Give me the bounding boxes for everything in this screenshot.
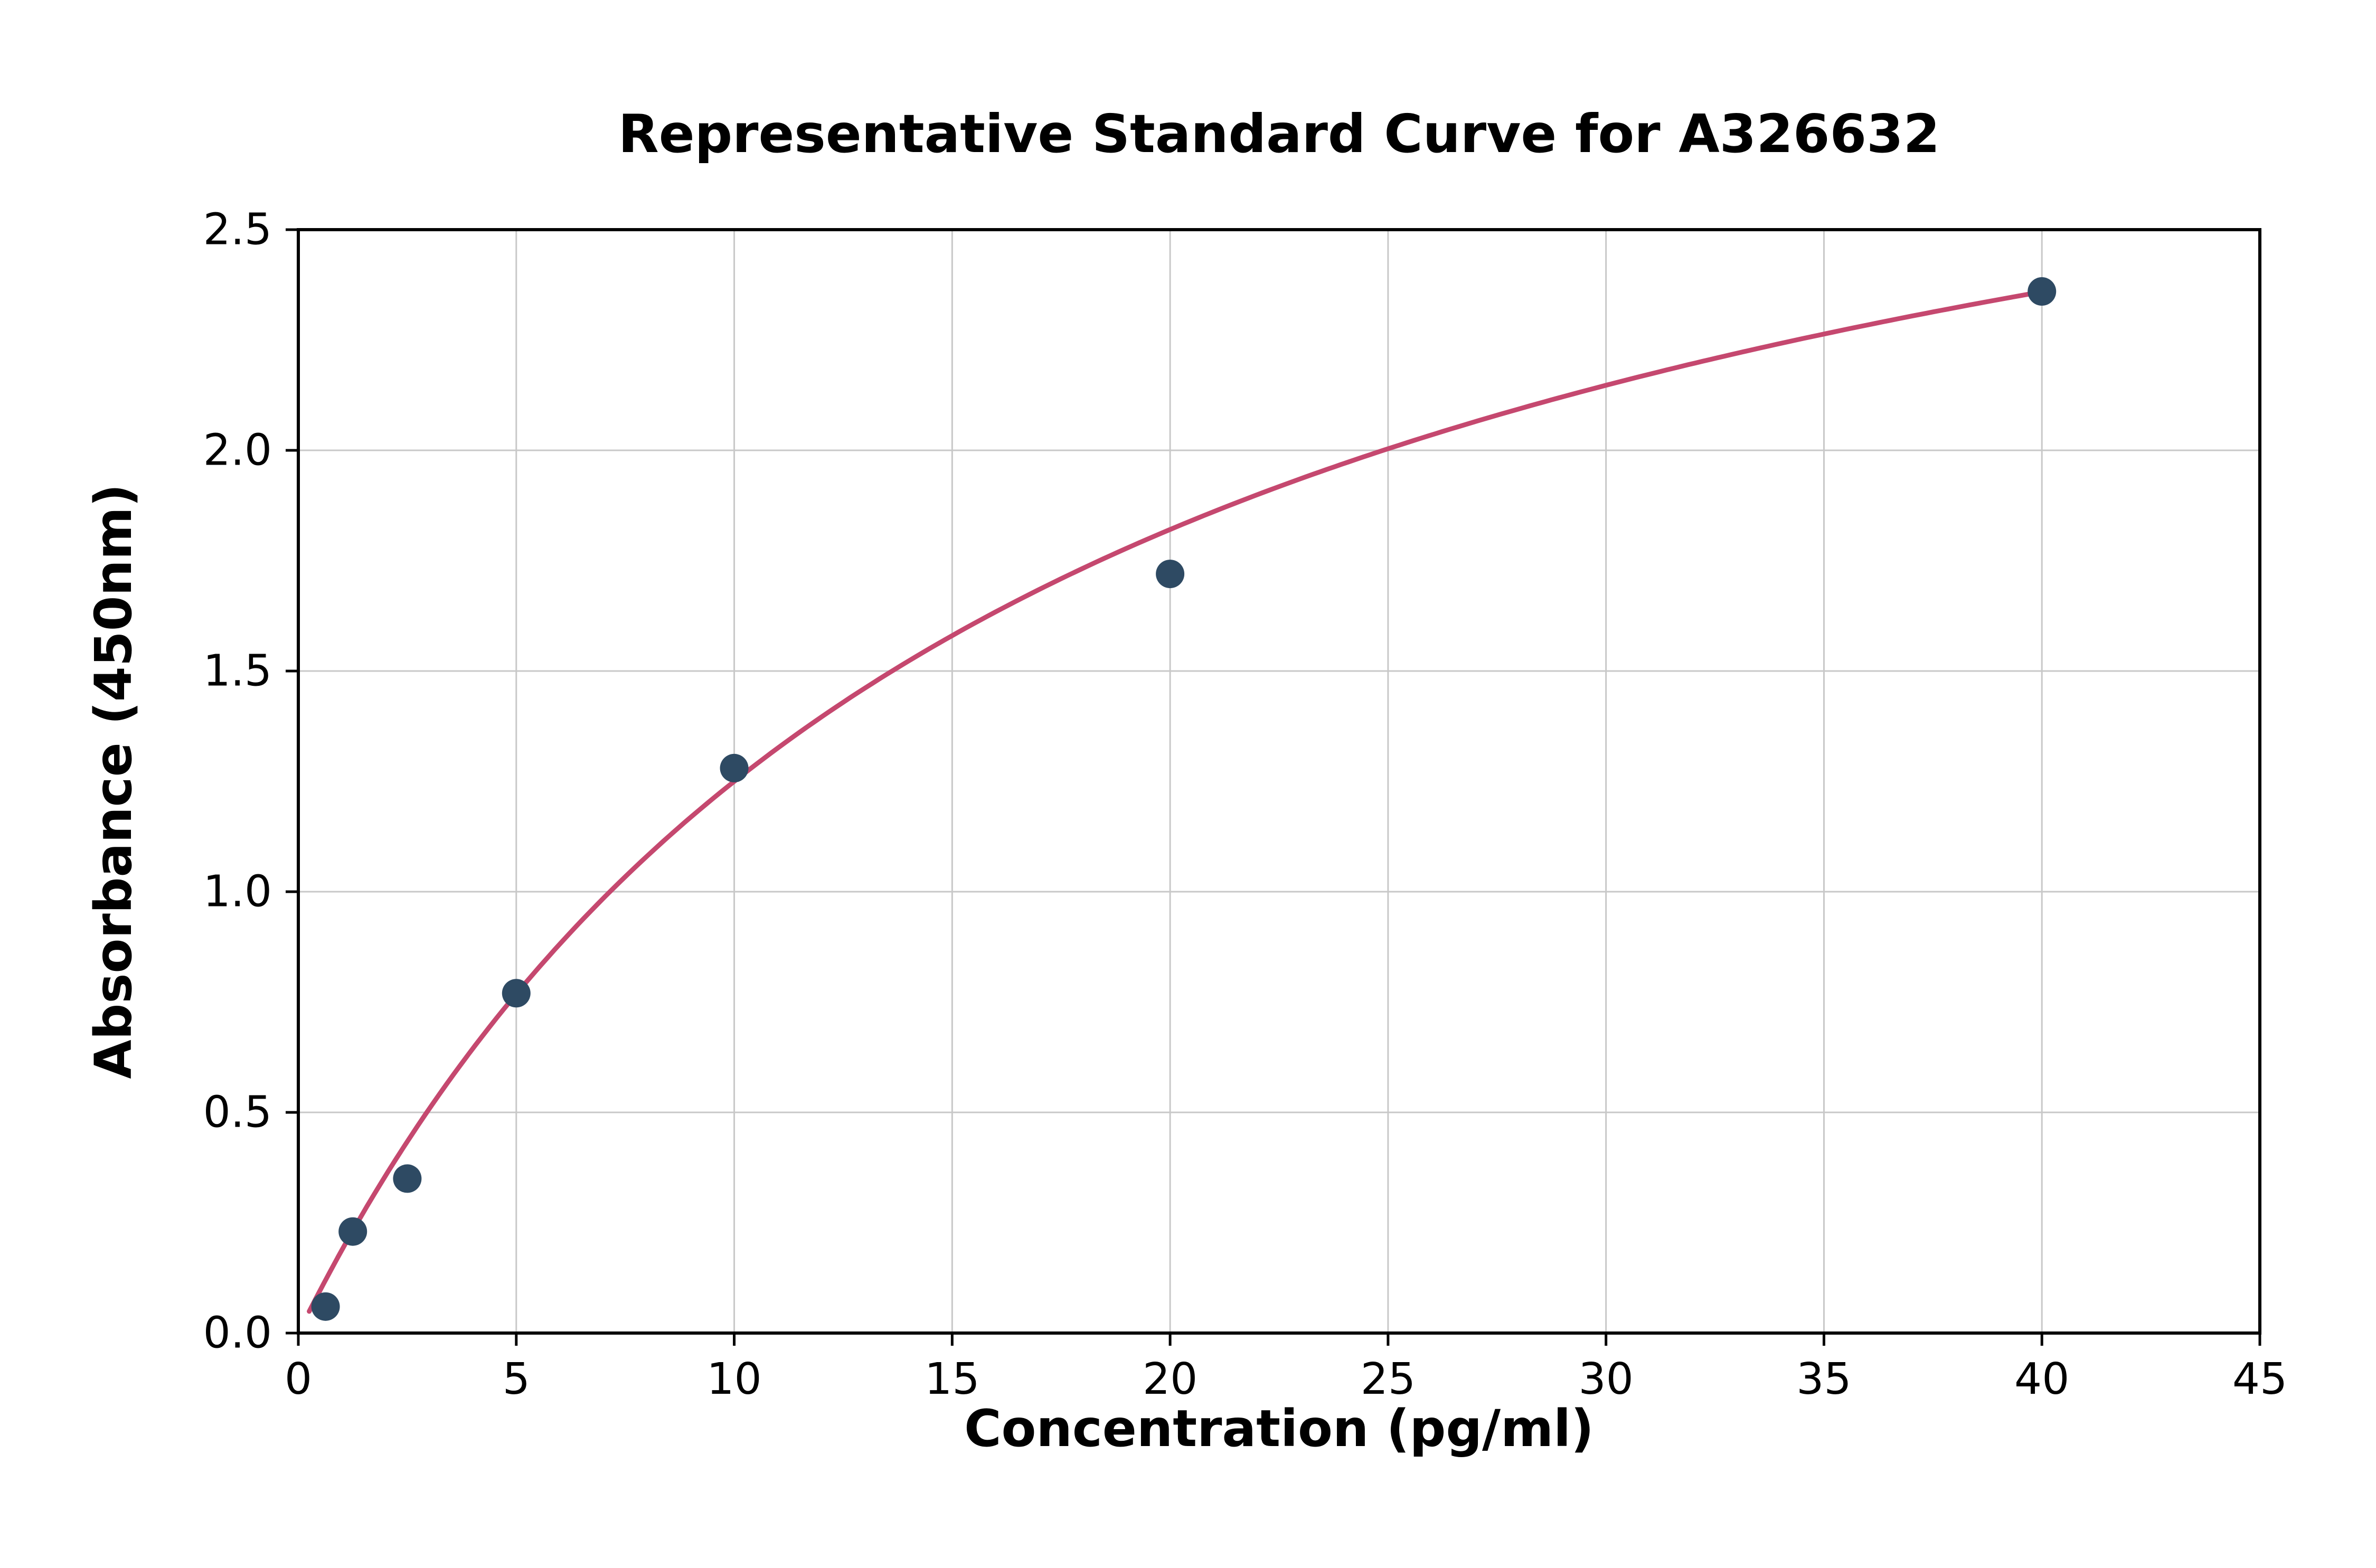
data-point [1156,560,1185,589]
x-tick-label: 40 [2014,1354,2069,1404]
x-tick-label: 10 [706,1354,761,1404]
fitted-curve [307,289,2044,1314]
plot-border [297,228,2261,1335]
data-point [720,753,749,782]
y-tick-label: 0.5 [203,1088,272,1138]
x-tick-label: 25 [1361,1354,1416,1404]
x-tick-label: 35 [1796,1354,1851,1404]
x-tick-label: 5 [503,1354,530,1404]
data-point [502,979,531,1008]
data-point [393,1164,422,1193]
y-tick-label: 1.5 [203,646,272,696]
x-axis-label: Concentration (pg/ml) [964,1399,1594,1458]
y-tick-label: 0.0 [203,1308,272,1358]
axis-tick-marks [286,228,2261,1346]
chart-title: Representative Standard Curve for A32663… [618,103,1940,165]
data-points [311,277,2057,1321]
x-tick-label: 45 [2232,1354,2287,1404]
y-tick-label: 1.0 [203,867,272,917]
x-tick-label: 20 [1143,1354,1198,1404]
grid-lines [297,229,2261,1334]
data-point [338,1217,367,1246]
y-tick-label: 2.0 [203,426,272,476]
axis-tick-labels: 0 5 10 15 20 25 30 35 40 45 0.0 0.5 1.0 1.5 2.0 2.5 [203,205,2288,1405]
data-point [311,1292,340,1321]
y-tick-label: 2.5 [203,205,272,255]
x-tick-label: 30 [1578,1354,1633,1404]
y-axis-label: Absorbance (450nm) [84,484,143,1079]
x-tick-label: 0 [285,1354,312,1404]
data-point [2028,277,2057,306]
x-tick-label: 15 [925,1354,979,1404]
